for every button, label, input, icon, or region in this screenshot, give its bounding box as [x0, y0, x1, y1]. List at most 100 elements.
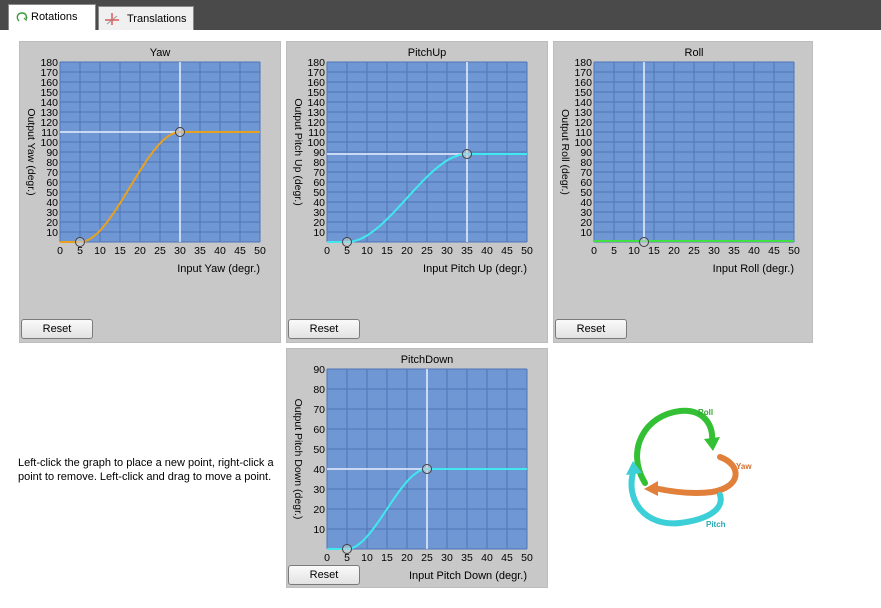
roll-arrow: [634, 407, 716, 486]
graph-title: PitchDown: [401, 354, 454, 366]
control-point[interactable]: [422, 464, 432, 474]
y-tick-label: 30: [580, 207, 592, 219]
pitch-arrowhead: [626, 461, 642, 475]
x-tick-label: 50: [788, 245, 800, 257]
x-axis-label: Input Pitch Down (degr.): [409, 570, 527, 582]
roll-reset-button[interactable]: Reset: [555, 319, 627, 339]
control-point[interactable]: [175, 127, 185, 137]
x-tick-label: 10: [94, 245, 106, 257]
yaw-arrow: [651, 454, 739, 497]
y-tick-label: 20: [313, 217, 325, 229]
y-tick-label: 120: [307, 117, 325, 129]
y-axis-label: Output Yaw (degr.): [25, 108, 37, 195]
y-tick-label: 150: [574, 87, 592, 99]
x-tick-label: 15: [381, 245, 393, 257]
yaw-panel: Yaw 0 5 10 15 20 25 30 35 40 45 50 10 20 30 40 50 60 70 80 9…: [19, 41, 281, 343]
x-tick-label: 50: [254, 245, 266, 257]
y-tick-label: 50: [580, 187, 592, 199]
pitch-arrow: [628, 466, 724, 527]
y-tick-label: 70: [313, 404, 325, 416]
y-tick-label: 130: [574, 107, 592, 119]
y-axis-label: Output Pitch Up (degr.): [292, 98, 304, 205]
x-tick-label: 50: [521, 245, 533, 257]
roll-label: Roll: [698, 408, 713, 417]
x-tick-label: 25: [154, 245, 166, 257]
y-tick-label: 170: [574, 67, 592, 79]
x-tick-label: 20: [134, 245, 146, 257]
y-tick-label: 10: [313, 227, 325, 239]
x-tick-label: 30: [174, 245, 186, 257]
y-tick-label: 40: [313, 197, 325, 209]
control-point[interactable]: [639, 237, 649, 247]
x-tick-label: 50: [521, 552, 533, 564]
x-tick-label: 30: [441, 552, 453, 564]
x-axis-label: Input Roll (degr.): [713, 263, 794, 275]
x-tick-label: 25: [688, 245, 700, 257]
tab-label: Rotations: [31, 11, 78, 23]
y-tick-label: 90: [46, 147, 58, 159]
graph-title: Yaw: [150, 47, 171, 59]
roll-panel: Roll 0 5 10 15 20 25 30 35 40 45 50 10 20 30 40 50 60 70 80…: [553, 41, 813, 343]
y-tick-label: 80: [313, 384, 325, 396]
y-tick-label: 20: [46, 217, 58, 229]
y-tick-label: 40: [580, 197, 592, 209]
y-tick-label: 130: [307, 107, 325, 119]
tab-rotations[interactable]: Rotations: [8, 4, 96, 31]
x-tick-label: 40: [748, 245, 760, 257]
y-tick-label: 160: [307, 77, 325, 89]
y-tick-label: 10: [313, 524, 325, 536]
y-tick-label: 180: [307, 57, 325, 69]
control-point[interactable]: [462, 149, 472, 159]
y-tick-label: 160: [40, 77, 58, 89]
y-tick-label: 60: [580, 177, 592, 189]
y-tick-label: 90: [580, 147, 592, 159]
translation-axes-icon: [105, 13, 119, 25]
y-tick-label: 10: [46, 227, 58, 239]
x-tick-label: 10: [361, 245, 373, 257]
x-tick-label: 25: [421, 245, 433, 257]
y-tick-label: 60: [313, 424, 325, 436]
y-tick-label: 170: [40, 67, 58, 79]
y-tick-label: 140: [307, 97, 325, 109]
y-tick-label: 70: [46, 167, 58, 179]
y-tick-label: 50: [46, 187, 58, 199]
pitchdown-panel: PitchDown 0 5 10 15 20 25 30 35 40 45 50 10 20 30 40 50 6…: [286, 348, 548, 588]
x-tick-label: 40: [214, 245, 226, 257]
y-tick-label: 100: [40, 137, 58, 149]
y-axis-label: Output Roll (degr.): [559, 109, 571, 195]
x-tick-label: 35: [461, 552, 473, 564]
control-point[interactable]: [342, 237, 352, 247]
tab-translations[interactable]: Translations: [98, 6, 194, 30]
control-point[interactable]: [342, 544, 352, 554]
control-point[interactable]: [75, 237, 85, 247]
pitchdown-graph[interactable]: PitchDown 0 5 10 15 20 25 30 35 40 45 50 10 20 30 40 50 6…: [287, 349, 549, 587]
x-tick-label: 45: [501, 245, 513, 257]
pitchup-reset-button[interactable]: Reset: [288, 319, 360, 339]
y-tick-label: 20: [580, 217, 592, 229]
x-tick-label: 0: [324, 245, 330, 257]
y-tick-label: 60: [313, 177, 325, 189]
y-tick-label: 40: [46, 197, 58, 209]
pitchdown-reset-button[interactable]: Reset: [288, 565, 360, 585]
x-tick-label: 45: [768, 245, 780, 257]
pitch-label: Pitch: [706, 520, 726, 529]
y-tick-label: 170: [307, 67, 325, 79]
x-axis-label: Input Yaw (degr.): [177, 263, 260, 275]
x-tick-label: 40: [481, 552, 493, 564]
roll-arrowhead: [704, 437, 720, 451]
y-tick-label: 130: [40, 107, 58, 119]
x-tick-label: 20: [401, 552, 413, 564]
x-tick-label: 35: [728, 245, 740, 257]
x-tick-label: 45: [501, 552, 513, 564]
x-tick-label: 15: [381, 552, 393, 564]
yaw-reset-button[interactable]: Reset: [21, 319, 93, 339]
x-tick-label: 5: [344, 552, 350, 564]
y-tick-label: 80: [580, 157, 592, 169]
x-tick-label: 10: [361, 552, 373, 564]
yaw-label: Yaw: [736, 462, 752, 471]
y-axis-label: Output Pitch Down (degr.): [292, 399, 304, 520]
y-tick-label: 50: [313, 187, 325, 199]
